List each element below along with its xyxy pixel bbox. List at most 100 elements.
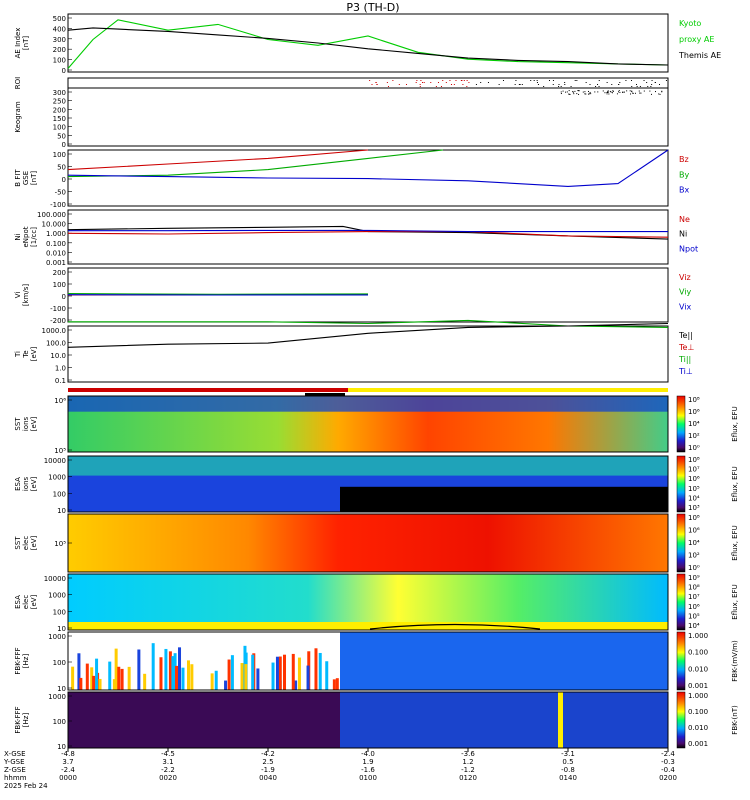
y-tick-label: 1000.0: [42, 327, 67, 335]
x-tick-label: -0.8: [561, 766, 575, 774]
keogram-dot: [659, 93, 661, 95]
legend-label: Ni: [679, 230, 687, 239]
roi-dot: [635, 84, 637, 85]
panel-fbk_e: 1.000 0.100 0.010 0.001 FBK-(mV/m) FBK-FFF [Hz…: [14, 631, 739, 693]
panel-vel: Vi [km/s] 200 100 0 -100 -200 Viz Viy Vix: [14, 267, 692, 325]
fbk-e-burst: [291, 653, 295, 690]
roi-dot: [519, 84, 521, 85]
x-tick-label: -1.6: [361, 766, 375, 774]
panel-bfield: B FIT GSE [nT] 100 50 0 -50 -100 Bz By Bx: [14, 149, 689, 209]
fbk-e-burst: [112, 679, 116, 690]
keogram-dot: [590, 93, 592, 95]
x-tick-label: -4.0: [361, 750, 375, 758]
keogram-dot: [612, 90, 614, 92]
x-tick-label: 0.5: [562, 758, 573, 766]
legend-label: proxy AE: [679, 35, 714, 44]
keogram-dot: [568, 90, 570, 92]
keogram-dot: [616, 93, 618, 95]
keogram-dot: [588, 93, 590, 95]
roi-dot: [651, 84, 653, 85]
fbk-e-burst: [297, 657, 301, 690]
fbk-e-burst: [85, 663, 89, 690]
x-row-label: hhmm: [4, 774, 27, 782]
roi-dot: [636, 86, 638, 87]
y-axis-label: [km/s]: [22, 284, 30, 307]
fbk-e-burst: [240, 663, 244, 690]
x-tick-label: -2.4: [61, 766, 75, 774]
keogram-dot: [661, 90, 663, 92]
keogram-dot: [576, 93, 578, 95]
esa-elec-low-energy: [68, 622, 668, 630]
roi-dot: [435, 86, 437, 87]
x-tick-label: 3.1: [162, 758, 173, 766]
y-tick-label: 200: [53, 269, 66, 277]
keogram-dot: [606, 92, 608, 94]
colorbar-title: FBK-(mV/m): [731, 640, 739, 682]
x-tick-label: -3.6: [461, 750, 475, 758]
fbk-e-burst: [117, 666, 121, 690]
roi-dot: [552, 80, 554, 81]
y-axis-label: [Hz]: [22, 713, 30, 728]
y-tick-label: 100: [53, 659, 66, 667]
fbk-e-burst: [214, 670, 218, 690]
roi-dot: [654, 82, 656, 83]
fbk-e-burst: [230, 655, 234, 690]
y-axis-label: [nT]: [22, 36, 30, 50]
y-tick-label: 100: [53, 57, 66, 65]
colorbar-tick-label: 10⁵: [688, 612, 700, 620]
fbk-e-burst: [95, 658, 99, 690]
roi-dot: [376, 84, 378, 85]
roi-dot: [618, 84, 620, 85]
x-row-label: X-GSE: [4, 750, 26, 758]
keogram-dot: [573, 93, 575, 95]
roi-dot: [548, 80, 550, 81]
y-tick-label: 50: [57, 132, 66, 140]
x-tick-label: 0200: [659, 774, 677, 782]
keogram-dot: [623, 91, 625, 93]
y-tick-label: 10: [57, 743, 66, 751]
keogram-dot: [594, 91, 596, 93]
keogram-dot: [572, 90, 574, 92]
y-tick-label: 10⁵: [54, 540, 66, 548]
y-tick-label: 10: [57, 685, 66, 693]
legend-label: Kyoto: [679, 19, 701, 28]
keogram-dot: [584, 93, 586, 95]
series-line-te-: [67, 322, 669, 348]
panel-frame: [67, 325, 669, 383]
colorbar-tick-label: 10⁵: [688, 485, 700, 493]
roi-dot: [576, 80, 578, 81]
colorbar: [676, 573, 686, 631]
roi-dot: [442, 80, 444, 81]
fbk-e-burst: [314, 648, 318, 690]
y-tick-label: 1000: [48, 693, 66, 701]
y-axis-label: [eV]: [30, 476, 38, 491]
roi-dot: [449, 80, 451, 81]
y-tick-label: 0: [62, 67, 66, 75]
colorbar-tick-label: 0.100: [688, 649, 708, 657]
series-line-by: [67, 149, 444, 178]
fbk-e-burst: [187, 660, 190, 690]
colorbar-tick-label: 10⁶: [688, 527, 700, 535]
roi-dot: [437, 82, 439, 83]
keogram-dot: [612, 90, 614, 92]
roi-dot: [543, 86, 545, 87]
roi-dot: [445, 82, 447, 83]
fbk-e-burst: [256, 668, 260, 690]
roi-dot: [533, 80, 535, 81]
fbk-b-spectrogram-early: [68, 692, 340, 748]
keogram-dot: [650, 93, 652, 95]
roi-dot: [518, 84, 520, 85]
keogram-dot: [578, 90, 580, 92]
y-tick-label: 10: [57, 507, 66, 515]
colorbar-tick-label: 1.000: [688, 632, 708, 640]
keogram-dot: [597, 91, 599, 93]
x-tick-label: -4.2: [261, 750, 275, 758]
roi-dot: [598, 80, 600, 81]
fbk-e-burst: [283, 654, 287, 690]
legend-label: Vix: [679, 302, 692, 311]
colorbar-tick-label: 10⁹: [688, 574, 700, 582]
fbk-e-burst: [244, 664, 248, 690]
